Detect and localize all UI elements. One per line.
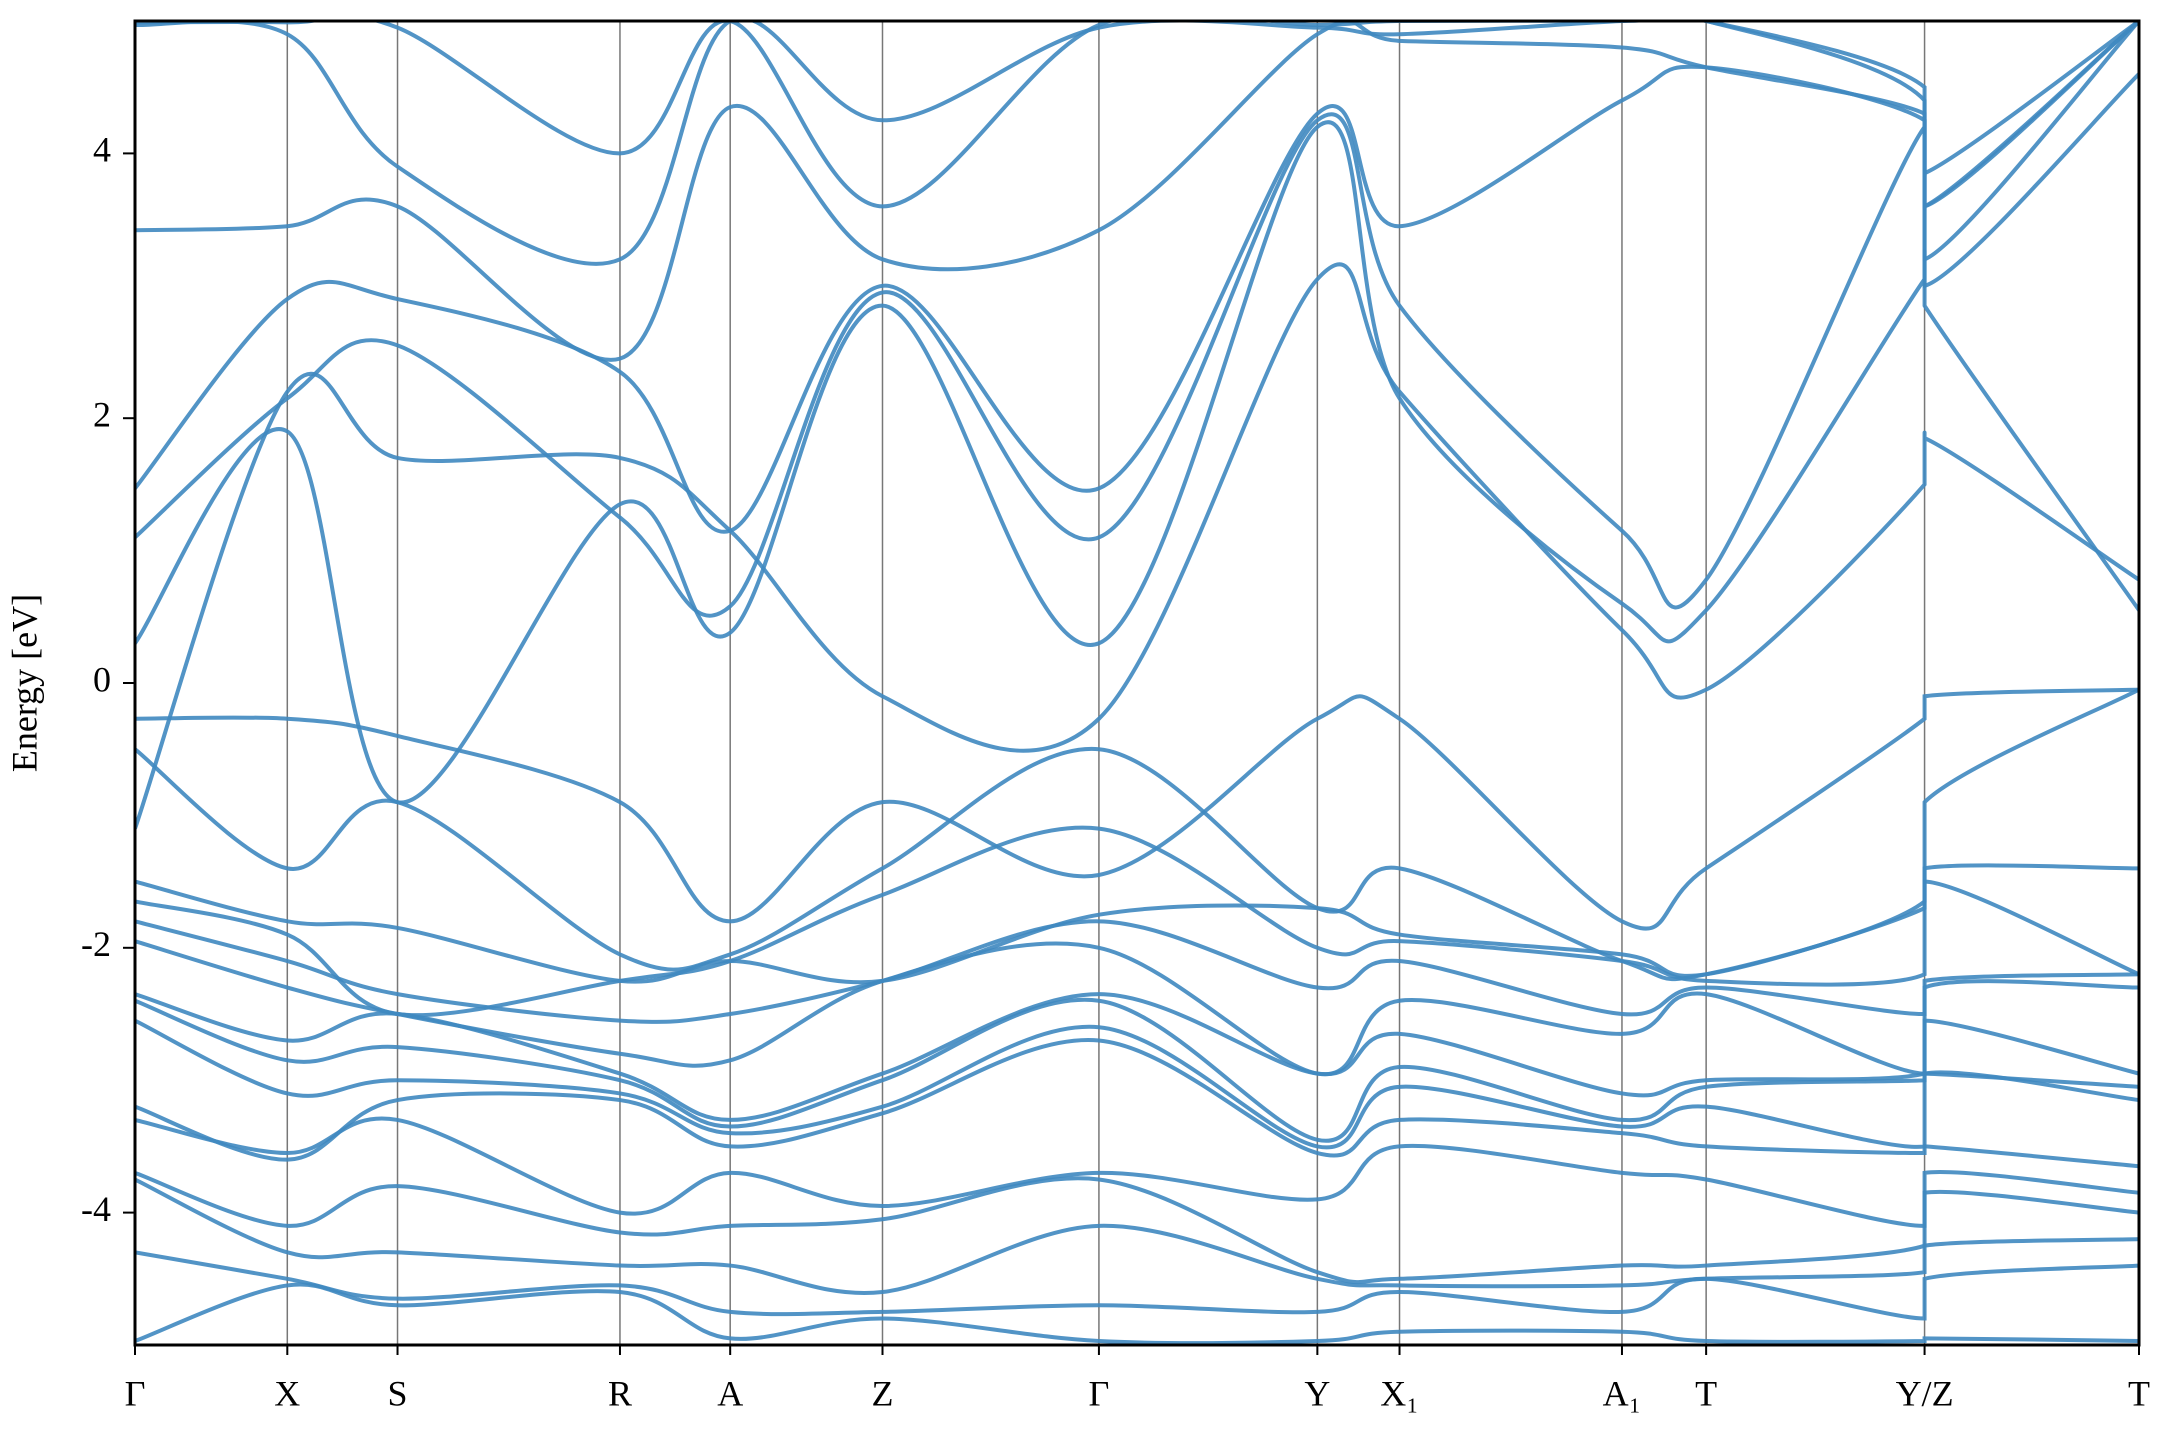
- grid-layer: [134, 21, 2140, 1345]
- x-tick-label: Z: [871, 1373, 893, 1413]
- x-tick-label: A₁: [1603, 1373, 1642, 1413]
- x-tick-label: X₁: [1380, 1373, 1419, 1413]
- band-line: [135, 1116, 2139, 1228]
- band-line: [135, 262, 2139, 830]
- x-tick-label: Γ: [1089, 1373, 1110, 1413]
- x-tick-label: Y/Z: [1896, 1373, 1954, 1413]
- x-tick-label: T: [1695, 1373, 1717, 1413]
- y-tick-label: -2: [81, 924, 111, 964]
- x-tick-label: R: [608, 1373, 632, 1413]
- band-line: [135, 72, 2139, 618]
- band-line: [135, 1282, 2139, 1345]
- band-line: [135, 863, 2139, 985]
- y-axis-label: Energy [eV]: [4, 594, 44, 772]
- band-line: [135, 21, 2139, 534]
- band-line: [135, 919, 2139, 1024]
- x-tick-label: Γ: [125, 1373, 146, 1413]
- band-line: [135, 687, 2139, 931]
- band-line: [135, 21, 2139, 209]
- plot-frame: [133, 19, 2141, 1347]
- band-line: [135, 825, 2139, 1018]
- y-tick-label: 4: [93, 130, 111, 170]
- x-tick-label: Y: [1304, 1373, 1330, 1413]
- band-line: [135, 992, 2139, 1122]
- x-tick-label: X: [274, 1373, 300, 1413]
- x-tick-label: T: [2128, 1373, 2150, 1413]
- band-line: [135, 1018, 2139, 1150]
- x-tick-label: S: [388, 1373, 408, 1413]
- band-line: [135, 120, 2139, 805]
- band-line: [135, 21, 2139, 362]
- y-tick-label: 0: [93, 659, 111, 699]
- y-tick-label: -4: [81, 1189, 111, 1229]
- x-tick-label: A: [717, 1373, 743, 1413]
- band-line: [135, 1177, 2139, 1295]
- band-line: [135, 1250, 2139, 1321]
- band-line: [135, 1170, 2139, 1285]
- band-line: [135, 939, 2139, 1077]
- axes-layer: Γ X S R A Z Γ Y X₁ A₁ T Y/Z T -4 -2 0 2 4: [81, 130, 2150, 1414]
- y-tick-label: 2: [93, 394, 111, 434]
- bands-layer: [135, 21, 2139, 1345]
- band-line: [135, 1038, 2139, 1169]
- band-line: [135, 997, 2139, 1143]
